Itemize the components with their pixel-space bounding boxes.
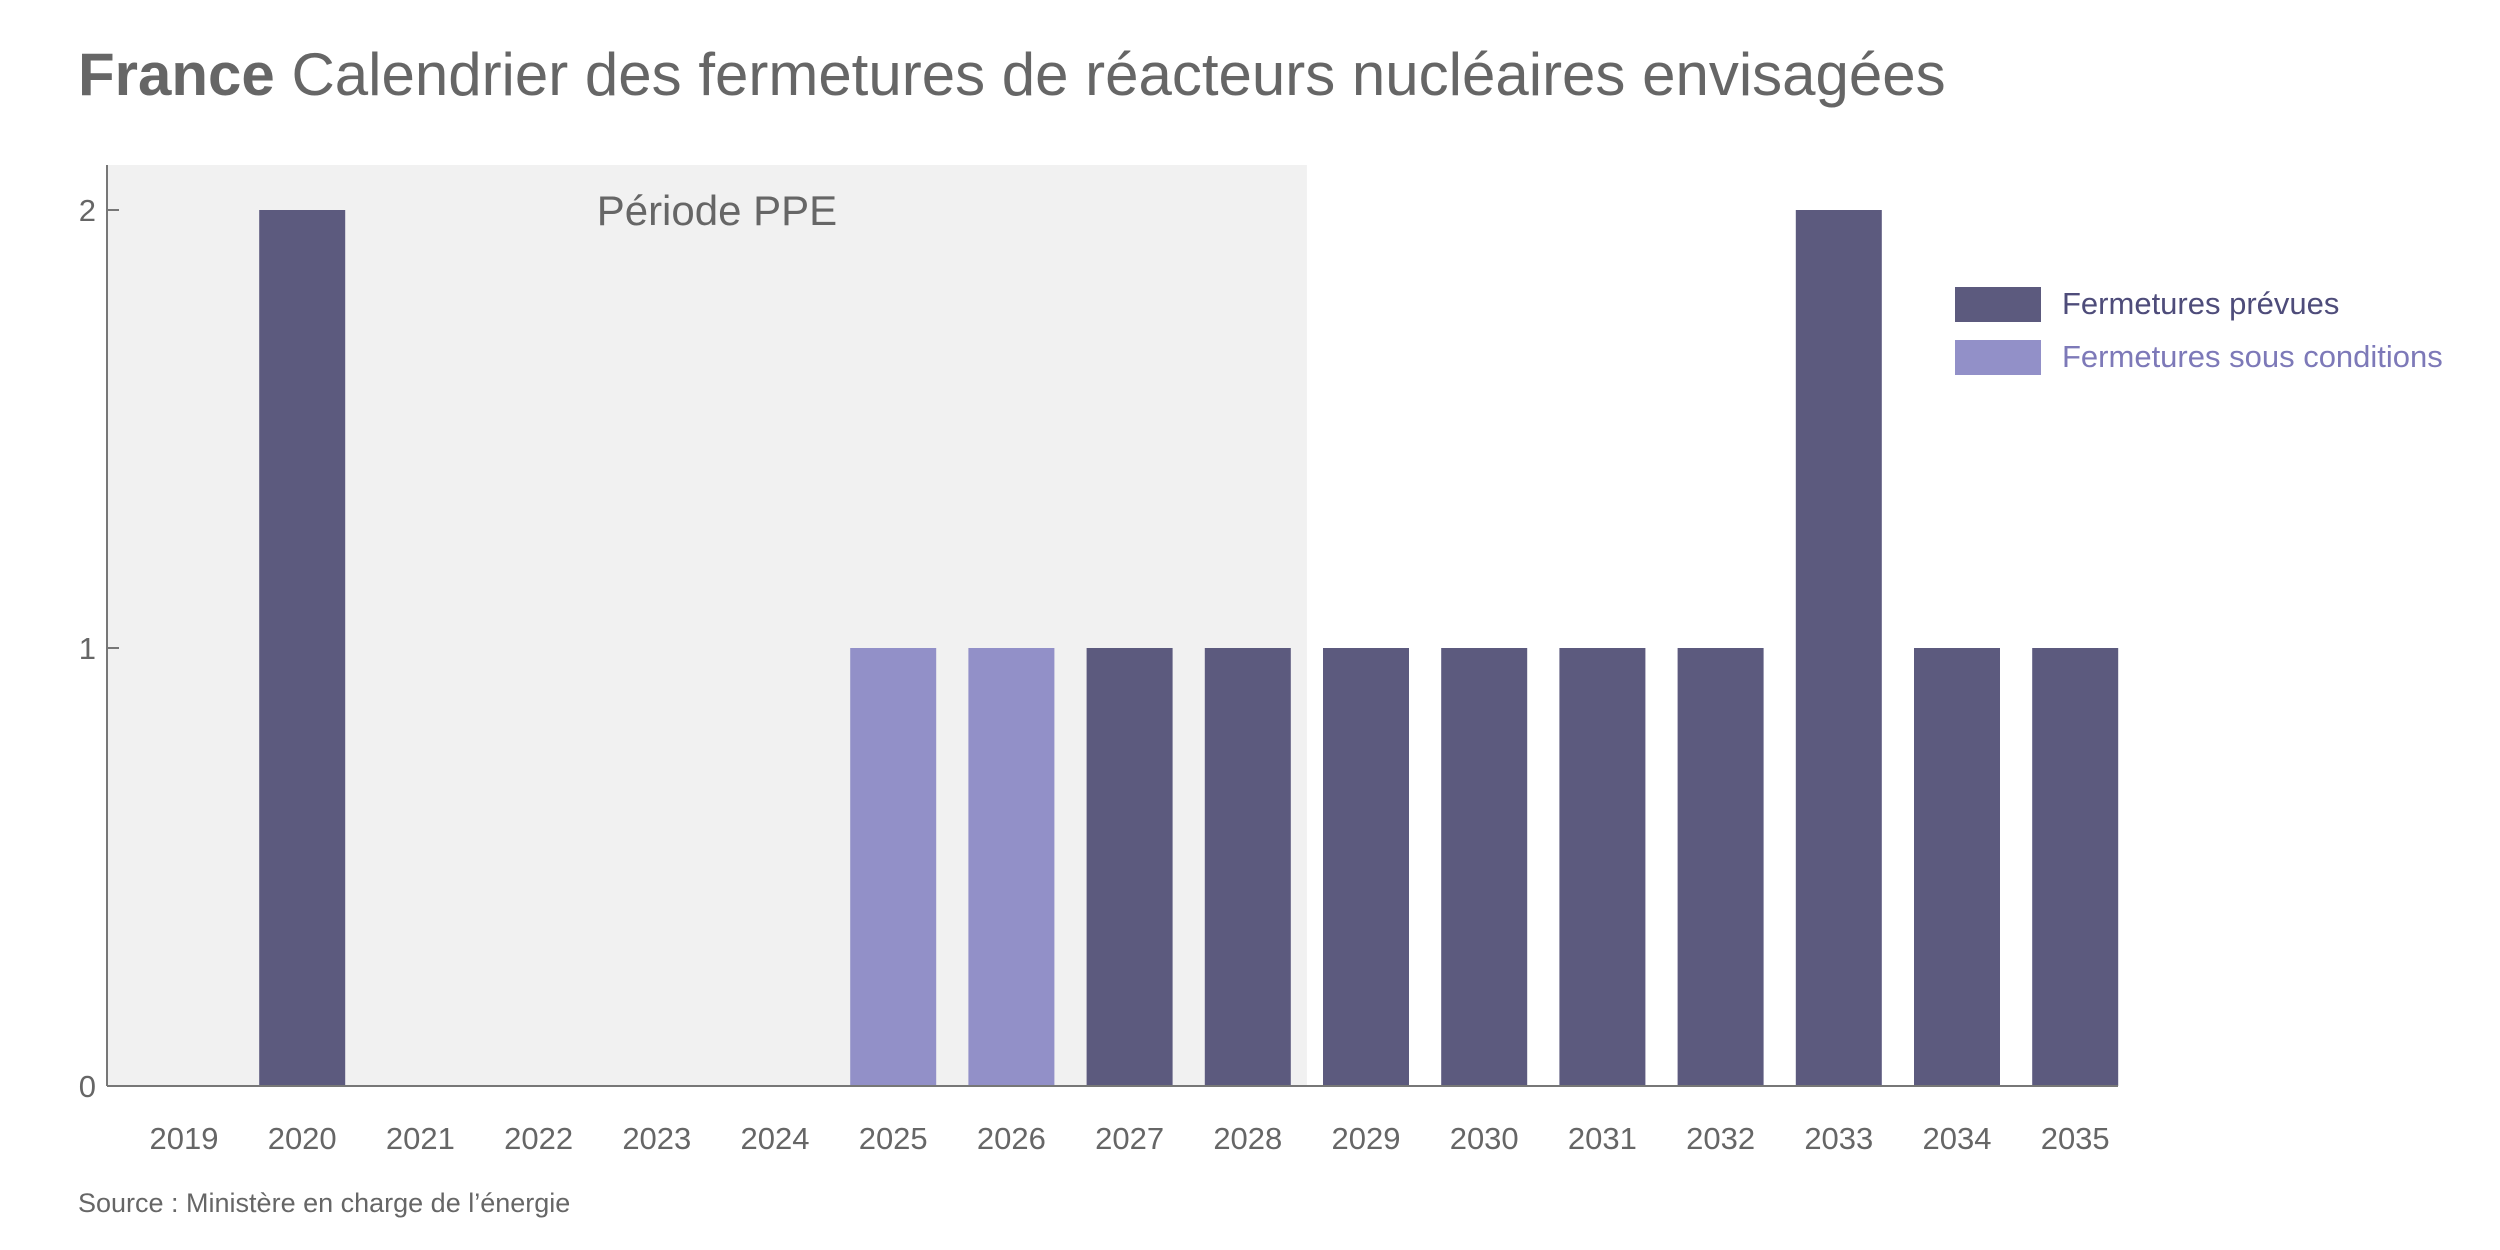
bar-2029 bbox=[1323, 648, 1409, 1086]
legend-label-prevues: Fermetures prévues bbox=[2062, 286, 2340, 321]
ppe-period-label: Période PPE bbox=[597, 187, 837, 234]
bar-2033 bbox=[1795, 210, 1882, 1086]
x-tick-label: 2035 bbox=[2041, 1121, 2110, 1156]
y-tick-label: 1 bbox=[79, 631, 96, 666]
legend-item-conditions: Fermetures sous conditions bbox=[1955, 339, 2443, 375]
x-tick-label: 2034 bbox=[1923, 1121, 1992, 1156]
bar-2035 bbox=[2032, 648, 2119, 1086]
x-tick-label: 2021 bbox=[386, 1121, 455, 1156]
bar-2034 bbox=[1914, 648, 2000, 1086]
x-tick-label: 2024 bbox=[741, 1121, 810, 1156]
bar-2030 bbox=[1441, 648, 1528, 1086]
legend-item-prevues: Fermetures prévues bbox=[1955, 286, 2339, 322]
chart-title: France Calendrier des fermetures de réac… bbox=[78, 40, 1946, 109]
x-tick-label: 2026 bbox=[977, 1121, 1046, 1156]
y-tick-label: 2 bbox=[79, 193, 96, 228]
x-tick-label: 2028 bbox=[1213, 1121, 1282, 1156]
bar-2028 bbox=[1204, 648, 1291, 1086]
bar-2026 bbox=[968, 648, 1055, 1086]
x-tick-label: 2019 bbox=[150, 1121, 219, 1156]
bar-2020 bbox=[259, 210, 346, 1086]
x-tick-label: 2033 bbox=[1804, 1121, 1873, 1156]
bar-2032 bbox=[1677, 648, 1764, 1086]
x-tick-label: 2027 bbox=[1095, 1121, 1164, 1156]
bar-2025 bbox=[850, 648, 937, 1086]
y-tick-label: 0 bbox=[79, 1069, 96, 1104]
x-tick-label: 2030 bbox=[1450, 1121, 1519, 1156]
legend-label-conditions: Fermetures sous conditions bbox=[2062, 339, 2443, 374]
title-text: Calendrier des fermetures de réacteurs n… bbox=[291, 41, 1946, 108]
x-tick-label: 2022 bbox=[504, 1121, 573, 1156]
legend-swatch-prevues bbox=[1955, 286, 2041, 322]
source-note: Source : Ministère en charge de l’énergi… bbox=[78, 1188, 571, 1218]
x-tick-label: 2029 bbox=[1332, 1121, 1401, 1156]
x-tick-label: 2020 bbox=[268, 1121, 337, 1156]
x-tick-label: 2023 bbox=[622, 1121, 691, 1156]
x-tick-label: 2032 bbox=[1686, 1121, 1755, 1156]
legend-swatch-conditions bbox=[1955, 339, 2041, 375]
bar-2031 bbox=[1559, 648, 1646, 1086]
bar-2027 bbox=[1086, 648, 1173, 1086]
x-tick-label: 2025 bbox=[859, 1121, 928, 1156]
title-country: France bbox=[78, 41, 275, 108]
x-tick-label: 2031 bbox=[1568, 1121, 1637, 1156]
